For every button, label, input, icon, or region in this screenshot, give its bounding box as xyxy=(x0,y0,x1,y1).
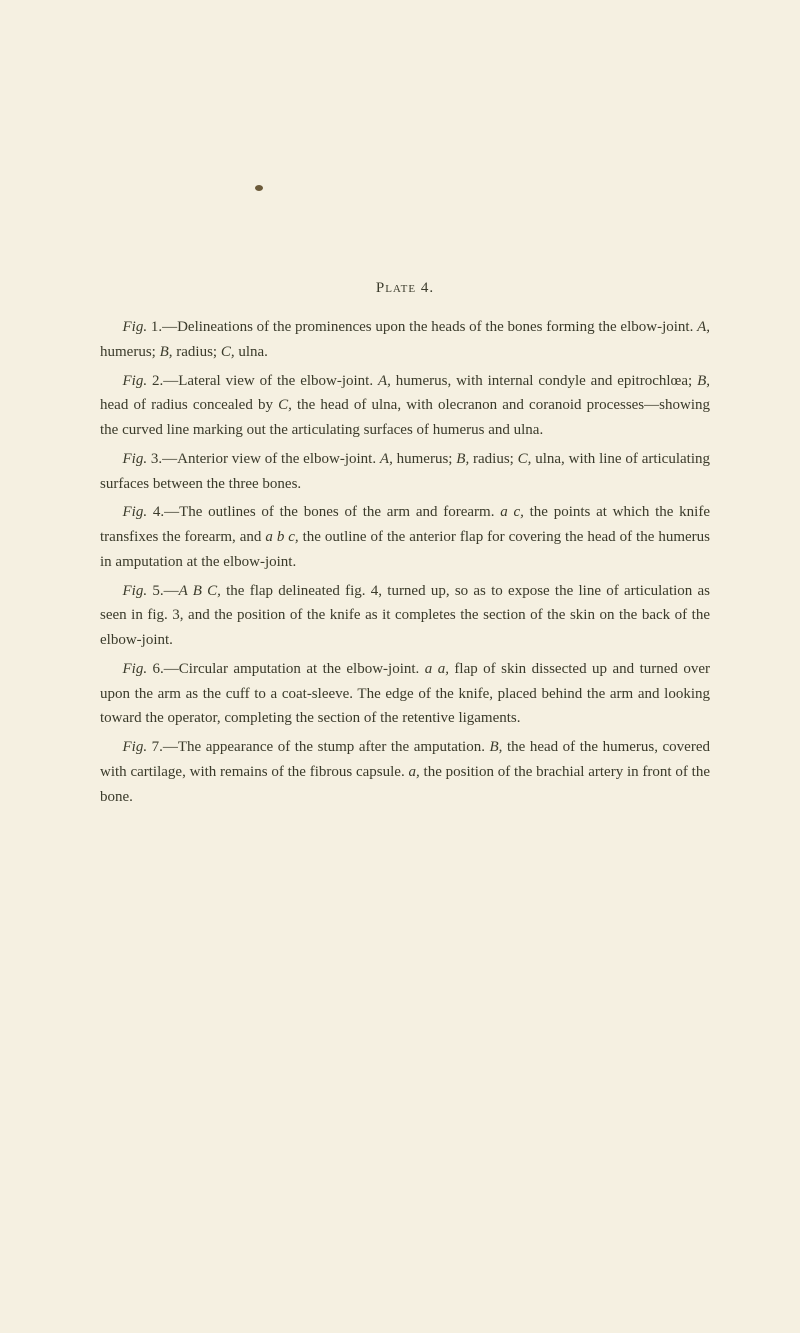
plate-heading: Plate 4. xyxy=(100,280,710,297)
var-b: B, xyxy=(697,373,710,389)
text: humerus; xyxy=(100,344,160,360)
var-ac: a c, xyxy=(500,504,524,520)
page-mark xyxy=(255,185,263,191)
fig-label: Fig. xyxy=(123,504,148,520)
text: head of radius concealed by xyxy=(100,397,278,413)
fig-label: Fig. xyxy=(123,451,148,467)
text: 5.— xyxy=(147,583,179,599)
fig-label: Fig. xyxy=(123,319,148,335)
text: radius; xyxy=(469,451,517,467)
fig-label: Fig. xyxy=(123,373,148,389)
text: 1.—Delineations of the prominences upon … xyxy=(147,319,697,335)
text: ulna. xyxy=(235,344,268,360)
text: humerus; xyxy=(393,451,456,467)
var-aa: a a, xyxy=(425,661,449,677)
text: humerus, with internal condyle and epitr… xyxy=(391,373,697,389)
text: 2.—Lateral view of the elbow-joint. xyxy=(147,373,378,389)
var-c: C, xyxy=(221,344,235,360)
var-b: B, xyxy=(160,344,173,360)
var-a: A, xyxy=(380,451,393,467)
document-page: Plate 4. Fig. 1.—Delineations of the pro… xyxy=(0,0,800,913)
var-abc: A B C, xyxy=(179,583,221,599)
text: radius; xyxy=(173,344,221,360)
paragraph-fig4: Fig. 4.—The outlines of the bones of the… xyxy=(100,500,710,574)
var-b: B, xyxy=(456,451,469,467)
paragraph-fig5: Fig. 5.—A B C, the flap delineated fig. … xyxy=(100,579,710,653)
paragraph-fig1: Fig. 1.—Delineations of the prominences … xyxy=(100,315,710,365)
var-abc: a b c, xyxy=(265,529,298,545)
text: 3.—Anterior view of the elbow-joint. xyxy=(147,451,380,467)
paragraph-fig2: Fig. 2.—Lateral view of the elbow-joint.… xyxy=(100,369,710,443)
var-a: a, xyxy=(409,764,420,780)
var-a: A, xyxy=(697,319,710,335)
text: 7.—The appearance of the stump after the… xyxy=(147,739,489,755)
fig-label: Fig. xyxy=(123,739,148,755)
fig-label: Fig. xyxy=(123,583,148,599)
paragraph-fig3: Fig. 3.—Anterior view of the elbow-joint… xyxy=(100,447,710,497)
paragraph-fig6: Fig. 6.—Circular amputation at the elbow… xyxy=(100,657,710,731)
fig-label: Fig. xyxy=(123,661,148,677)
paragraph-fig7: Fig. 7.—The appearance of the stump afte… xyxy=(100,735,710,809)
var-c: C, xyxy=(518,451,532,467)
text: 4.—The outlines of the bones of the arm … xyxy=(147,504,500,520)
var-a: A, xyxy=(378,373,391,389)
var-b: B, xyxy=(490,739,503,755)
var-c: C, xyxy=(278,397,292,413)
text: 6.—Circular amputation at the elbow-join… xyxy=(147,661,425,677)
